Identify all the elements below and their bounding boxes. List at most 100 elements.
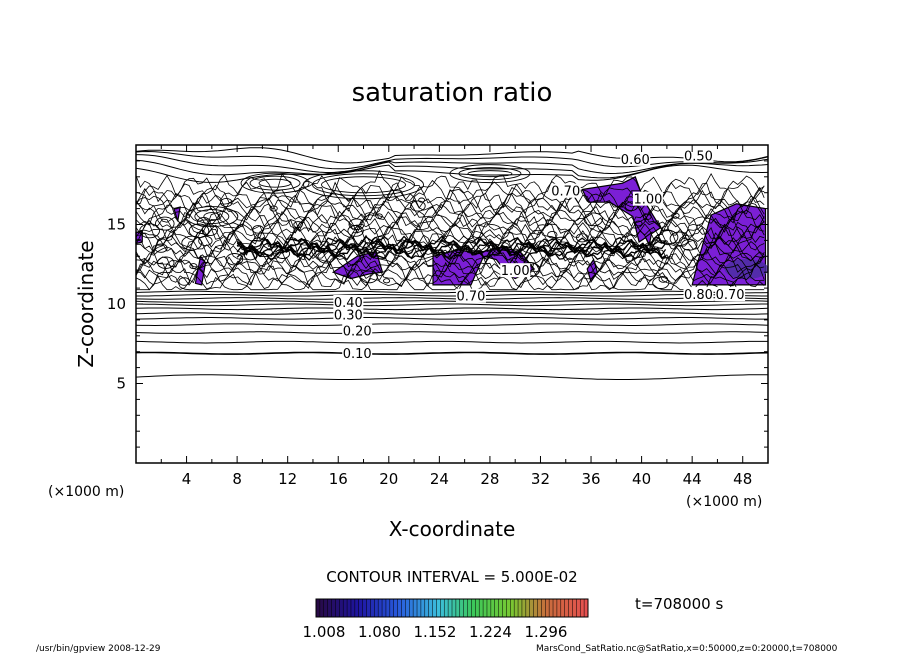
contour-cell [317, 251, 335, 264]
contour-line-mid [135, 172, 765, 209]
contour-line-mid [135, 201, 765, 234]
colorbar-cell [580, 599, 585, 617]
x-tick-label: 28 [480, 470, 499, 488]
colorbar-cell [494, 599, 499, 617]
contour-cell [189, 263, 198, 270]
contour-cell [547, 230, 558, 239]
colorbar-cell [366, 599, 371, 617]
colorbar-cell [370, 599, 375, 617]
colorbar-cell [428, 599, 433, 617]
contour-ring [449, 164, 531, 184]
colorbar-cell [374, 599, 379, 617]
contour-ring [321, 176, 406, 194]
contour-label-bg [455, 288, 486, 303]
y-tick-label: 10 [107, 295, 126, 313]
contour-label: 0.50 [684, 150, 713, 165]
contour-label-bg [342, 323, 373, 338]
contour-label-bg [342, 345, 373, 360]
colorbar [315, 598, 589, 618]
footer-left: /usr/bin/gpview 2008-12-29 [36, 644, 161, 654]
contour-line-mid [135, 204, 765, 240]
contour-cell [188, 223, 210, 239]
colorbar-cell [319, 599, 325, 617]
contour-cell [198, 235, 213, 247]
contour-label: 0.70 [716, 288, 745, 303]
colorbar-tick-label: 1.296 [525, 623, 568, 641]
contour-line-lower [135, 307, 769, 311]
colorbar-tick-label: 1.152 [414, 623, 457, 641]
colorbar-cell [486, 599, 492, 617]
contour-cell [642, 213, 652, 221]
contour-line-lower [135, 300, 769, 303]
x-unit-left: (×1000 m) [48, 484, 124, 500]
colorbar-cell [420, 599, 426, 617]
contour-cell [252, 225, 265, 234]
contour-line-mid [135, 210, 765, 248]
contour-line-lower [135, 374, 768, 380]
colorbar-cell [323, 599, 328, 617]
contour-label-bg [333, 307, 364, 322]
contour-cell [370, 236, 389, 250]
contour-line-lower [135, 297, 769, 300]
x-tick-label: 40 [632, 470, 651, 488]
colorbar-cell [459, 599, 464, 617]
contour-ring [303, 170, 424, 200]
x-tick-label: 36 [581, 470, 600, 488]
colorbar-cell [533, 599, 538, 617]
colorbar-cell [549, 599, 554, 617]
colorbar-cell [413, 599, 418, 617]
contour-line-upper [135, 159, 769, 179]
contour-line-lower [135, 323, 769, 327]
colorbar-cell [506, 599, 511, 617]
contour-label: 0.40 [334, 296, 363, 311]
contour-line-lower [135, 340, 768, 344]
contour-ring [258, 178, 292, 188]
colorbar-cell [455, 599, 461, 617]
colorbar-cell [382, 599, 387, 617]
contour-cell [410, 200, 426, 212]
contour-line-upper [135, 150, 769, 170]
colorbar-cell [417, 599, 422, 617]
contour-cell [178, 277, 191, 286]
contour-cell [201, 224, 218, 237]
contour-cell [375, 213, 383, 219]
contour-cell [624, 201, 639, 212]
colorbar-cell [444, 599, 449, 617]
supersaturated-region [173, 206, 181, 222]
contour-ring [249, 175, 301, 191]
colorbar-cell [483, 599, 488, 617]
colorbar-cell [385, 599, 391, 617]
contour-ring [467, 170, 513, 178]
contour-label: 0.80 [684, 288, 713, 303]
contour-line-upper [135, 154, 769, 175]
footer-right: MarsCond_SatRatio.nc@SatRatio,x=0:50000,… [536, 644, 838, 654]
contour-cell [155, 216, 175, 231]
colorbar-cell [327, 599, 332, 617]
contour-label: 1.00 [501, 264, 530, 279]
colorbar-frame [315, 598, 589, 618]
contour-line-lower [136, 294, 768, 297]
colorbar-cell [479, 599, 484, 617]
colorbar-cell [335, 599, 340, 617]
contour-line-band [237, 235, 666, 252]
contour-cell [220, 197, 233, 208]
contour-cell [634, 220, 643, 227]
colorbar-cell [475, 599, 480, 617]
colorbar-cell [409, 599, 414, 617]
contour-line-lower [135, 312, 769, 315]
y-axis-ticks: 5 10 15 [107, 160, 768, 448]
colorbar-tick-label: 1.224 [469, 623, 512, 641]
contour-label-bg [683, 148, 714, 163]
colorbar-cell [553, 599, 558, 617]
colorbar-cell [448, 599, 453, 617]
contour-label: 0.30 [334, 309, 363, 324]
colorbar-cell [331, 599, 336, 617]
colorbar-cell [389, 599, 395, 617]
colorbar-cell [393, 599, 398, 617]
contour-ring [312, 173, 415, 197]
contour-line-band [236, 245, 666, 262]
contour-ring [194, 209, 230, 225]
contour-line-mid [135, 243, 765, 281]
colorbar-cell [432, 599, 437, 617]
